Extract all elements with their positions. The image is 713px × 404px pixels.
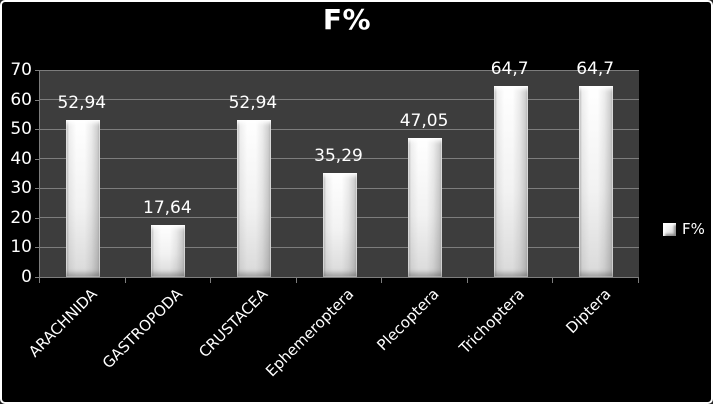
x-axis-tick-mark [638,278,639,283]
y-axis-tick-label: 50 [10,119,32,140]
y-axis-tick-label: 30 [10,178,32,199]
y-axis-tick-mark [35,99,40,101]
x-axis-category-label: Trichoptera [456,285,529,358]
x-axis-category-label: CRUSTACEA [195,285,272,362]
x-axis-tick-mark [466,278,468,283]
bar-Trichoptera [493,85,528,277]
y-axis-tick-mark [35,217,40,219]
legend-series-marker-icon [663,222,676,236]
bar-CRUSTACEA [236,120,271,277]
y-axis-tick-mark [35,247,40,249]
y-axis-tick-mark [35,129,40,131]
x-axis-tick-mark [381,278,383,283]
plot-area [39,70,639,278]
x-axis-tick-mark [39,278,40,283]
x-axis-category-label: ARACHNIDA [24,285,101,361]
gridline-50 [40,128,639,130]
bar-value-label: 52,94 [57,93,107,114]
gridline-70 [40,70,639,71]
bar-Plecoptera [408,137,443,277]
x-axis-tick-mark [552,278,554,283]
bar-Ephemeroptera [322,172,357,277]
y-axis-tick-label: 20 [10,207,32,228]
legend: F% [663,220,705,238]
legend-series-label: F% [682,220,705,238]
chart-title: F% [322,3,372,36]
y-axis-tick-mark [35,158,40,160]
y-axis-tick-label: 0 [21,267,32,287]
y-axis-tick-mark [35,188,40,190]
y-axis-tick-label: 70 [10,60,32,80]
x-axis-category-label: Ephemeroptera [262,285,358,381]
gridline-40 [40,158,639,160]
bar-Diptera [579,85,614,277]
x-axis-category-label: Plecoptera [373,285,443,355]
x-axis-tick-mark [210,278,212,283]
x-axis-category-label: GASTROPODA [98,285,187,373]
x-axis-tick-mark [124,278,126,283]
x-axis-tick-mark [295,278,297,283]
gridline-60 [40,99,639,101]
y-axis-tick-label: 10 [10,237,32,258]
y-axis-tick-label: 60 [10,89,32,110]
y-axis-tick-mark [35,277,40,278]
bar-ARACHNIDA [65,120,100,277]
x-axis-category-label: Diptera [561,285,614,338]
bar-value-label: 52,94 [228,93,278,114]
bar-value-label: 35,29 [314,145,363,166]
bar-value-label: 17,64 [143,197,192,218]
bar-value-label: 47,05 [399,110,449,131]
bar-value-label: 64,7 [490,58,529,79]
bar-GASTROPODA [151,224,186,277]
y-axis-tick-mark [35,70,40,71]
bar-value-label: 64,7 [576,58,615,79]
y-axis-tick-label: 40 [10,148,32,169]
